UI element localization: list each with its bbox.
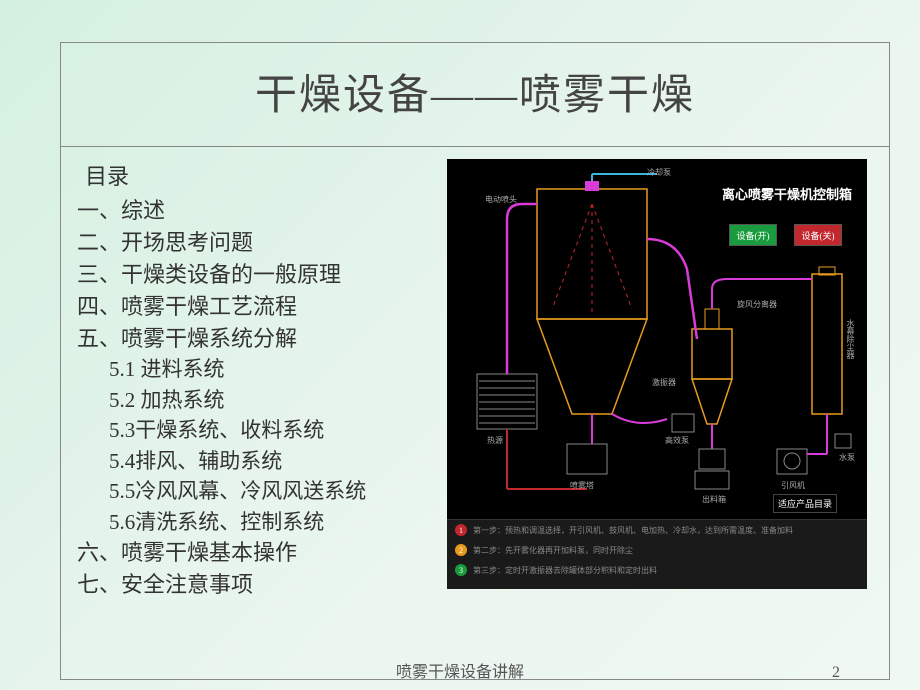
table-of-contents: 目录 一、综述 二、开场思考问题 三、干燥类设备的一般原理 四、喷雾干燥工艺流程… xyxy=(77,155,447,601)
footer-caption: 喷雾干燥设备讲解 xyxy=(396,658,524,682)
toc-item: 一、综述 xyxy=(77,195,447,227)
diagram-label: 引风机 xyxy=(781,480,805,491)
legend-item: 2 第二步：先开雾化器再开加料泵，同时开除尘 xyxy=(447,540,867,560)
title-section: 干燥设备——喷雾干燥 xyxy=(61,43,889,147)
toc-item: 四、喷雾干燥工艺流程 xyxy=(77,291,447,323)
diagram-legend: 1 第一步：预热和调温选择，开引风机、鼓风机、电加热、冷却水，达到所需温度、准备… xyxy=(447,519,867,589)
toc-header: 目录 xyxy=(77,159,447,191)
toc-item: 三、干燥类设备的一般原理 xyxy=(77,259,447,291)
diagram-label: 出料箱 xyxy=(702,494,726,505)
bullet-icon: 1 xyxy=(455,524,467,536)
toc-subitem: 5.1 进料系统 xyxy=(77,354,447,384)
diagram-label: 热源 xyxy=(487,435,503,446)
diagram-label: 激振器 xyxy=(652,377,676,388)
process-diagram: 离心喷雾干燥机控制箱 设备(开) 设备(关) xyxy=(447,159,867,589)
diagram-label: 高效泵 xyxy=(665,435,689,446)
legend-text: 第一步：预热和调温选择，开引风机、鼓风机、电加热、冷却水，达到所需温度、准备加料 xyxy=(473,525,793,536)
toc-subitem: 5.6清洗系统、控制系统 xyxy=(77,507,447,537)
bullet-icon: 3 xyxy=(455,564,467,576)
diagram-label: 喷雾塔 xyxy=(570,480,594,491)
diagram-label: 水幕除尘器 xyxy=(845,319,856,359)
toc-item: 五、喷雾干燥系统分解 xyxy=(77,323,447,355)
product-label: 适应产品目录 xyxy=(773,494,837,513)
diagram-label: 水泵 xyxy=(839,452,855,463)
page-title: 干燥设备——喷雾干燥 xyxy=(61,61,889,122)
diagram-label: 冷却泵 xyxy=(647,167,671,178)
toc-item: 六、喷雾干燥基本操作 xyxy=(77,537,447,569)
toc-subitem: 5.4排风、辅助系统 xyxy=(77,446,447,476)
toc-item: 二、开场思考问题 xyxy=(77,227,447,259)
diagram-label: 旋风分离器 xyxy=(737,299,777,310)
legend-text: 第二步：先开雾化器再开加料泵，同时开除尘 xyxy=(473,545,633,556)
toc-subitem: 5.3干燥系统、收料系统 xyxy=(77,415,447,445)
page-number: 2 xyxy=(832,664,840,682)
diagram-label: 电动喷头 xyxy=(485,194,517,205)
toc-item: 七、安全注意事项 xyxy=(77,569,447,601)
legend-text: 第三步：定时开激振器去除罐体部分积料和定时出料 xyxy=(473,565,657,576)
legend-item: 3 第三步：定时开激振器去除罐体部分积料和定时出料 xyxy=(447,560,867,580)
bullet-icon: 2 xyxy=(455,544,467,556)
diagram-section: 离心喷雾干燥机控制箱 设备(开) 设备(关) xyxy=(447,155,889,601)
legend-item: 1 第一步：预热和调温选择，开引风机、鼓风机、电加热、冷却水，达到所需温度、准备… xyxy=(447,520,867,540)
toc-subitem: 5.5冷风风幕、冷风风送系统 xyxy=(77,476,447,506)
toc-subitem: 5.2 加热系统 xyxy=(77,385,447,415)
